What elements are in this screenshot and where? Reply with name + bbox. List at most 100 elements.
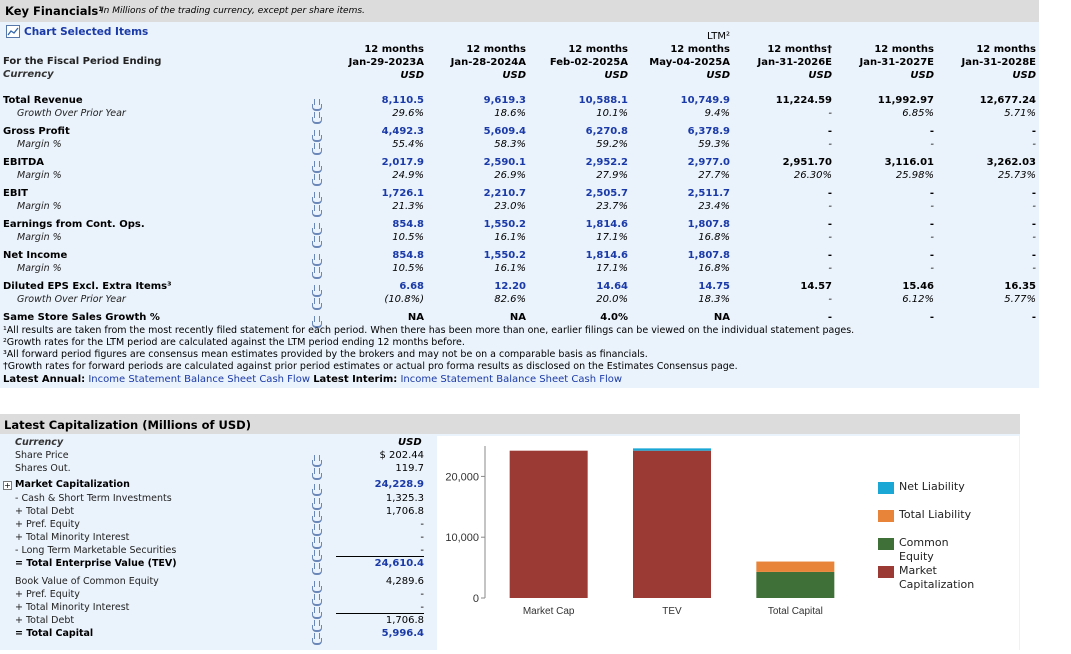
value-cell[interactable]: 2,977.0 [687, 157, 730, 168]
value-cell[interactable]: 2,210.7 [483, 188, 526, 199]
row-label: Total Revenue [3, 95, 83, 106]
download-icon[interactable] [311, 250, 322, 269]
download-icon[interactable] [311, 263, 322, 282]
interim-balance-sheet-link[interactable]: Balance Sheet [496, 374, 569, 385]
download-icon[interactable] [311, 494, 322, 513]
download-icon[interactable] [311, 108, 322, 127]
value-cell[interactable]: 6.68 [399, 281, 424, 292]
sub-value-cell: 27.9% [596, 170, 628, 181]
download-icon[interactable] [311, 157, 322, 176]
value-cell[interactable]: 2,590.1 [483, 157, 526, 168]
y-tick-label: 10,000 [445, 532, 479, 544]
download-icon[interactable] [311, 533, 322, 552]
capitalization-label: + Pref. Equity [15, 519, 80, 530]
value-cell[interactable]: 2,511.7 [687, 188, 730, 199]
capitalization-label: Shares Out. [15, 463, 71, 474]
sub-value-cell: 16.8% [698, 232, 730, 243]
sub-value-cell: 55.4% [392, 139, 424, 150]
download-icon[interactable] [311, 546, 322, 565]
download-icon[interactable] [311, 480, 322, 499]
capitalization-row: = Total Capital 5,996.4 [0, 628, 432, 645]
value-cell[interactable]: 854.8 [392, 250, 424, 261]
download-icon[interactable] [311, 188, 322, 207]
sub-value-cell: 25.73% [997, 170, 1036, 181]
download-icon[interactable] [311, 629, 322, 648]
download-icon[interactable] [311, 126, 322, 145]
annual-income-statement-link[interactable]: Income Statement [88, 374, 181, 385]
download-icon[interactable] [311, 559, 322, 578]
expand-icon[interactable]: + [3, 481, 12, 490]
download-icon[interactable] [311, 219, 322, 238]
value-cell[interactable]: 6,270.8 [585, 126, 628, 137]
value-cell[interactable]: 10,749.9 [680, 95, 730, 106]
chart-selected-items-button[interactable]: Chart Selected Items [6, 25, 148, 38]
y-tick-label: 20,000 [445, 471, 479, 483]
value-cell[interactable]: 8,110.5 [381, 95, 424, 106]
download-icon[interactable] [311, 312, 322, 331]
value-cell[interactable]: 1,726.1 [381, 188, 424, 199]
download-icon[interactable] [311, 616, 322, 635]
capitalization-row: - Long Term Marketable Securities - [0, 545, 432, 562]
financial-row: EBIT Margin % 1,726.1 2,210.7 2,505.7 2,511.7… [0, 187, 1039, 218]
value-cell[interactable]: 14.75 [698, 281, 730, 292]
value-cell[interactable]: 4,492.3 [381, 126, 424, 137]
capitalization-row: Book Value of Common Equity 4,289.6 [0, 576, 432, 593]
value-cell[interactable]: 6,378.9 [687, 126, 730, 137]
download-icon[interactable] [311, 170, 322, 189]
footnote-1: ¹All results are taken from the most rec… [3, 325, 855, 336]
value-cell[interactable]: 5,609.4 [483, 126, 526, 137]
download-icon[interactable] [311, 294, 322, 313]
financial-row: Total Revenue Growth Over Prior Year 8,110… [0, 94, 1039, 125]
annual-cash-flow-link[interactable]: Cash Flow [259, 374, 310, 385]
download-icon[interactable] [311, 520, 322, 539]
bar-segment [633, 450, 711, 598]
interim-income-statement-link[interactable]: Income Statement [400, 374, 494, 385]
sub-value-cell: 10.1% [596, 108, 628, 119]
value-cell[interactable]: 9,619.3 [483, 95, 526, 106]
chart-selected-items-label[interactable]: Chart Selected Items [24, 25, 149, 38]
value-cell[interactable]: 1,807.8 [687, 250, 730, 261]
sub-value-cell: 18.3% [698, 294, 730, 305]
download-icon[interactable] [311, 201, 322, 220]
download-icon[interactable] [311, 95, 322, 114]
value-cell[interactable]: 1,814.6 [585, 219, 628, 230]
download-icon[interactable] [311, 139, 322, 158]
value-cell[interactable]: 12.20 [494, 281, 526, 292]
value-cell[interactable]: 14.64 [596, 281, 628, 292]
interim-cash-flow-link[interactable]: Cash Flow [571, 374, 623, 385]
row-label: Diluted EPS Excl. Extra Items³ [3, 281, 172, 292]
sub-value-cell: 18.6% [494, 108, 526, 119]
download-icon[interactable] [311, 451, 322, 470]
sub-value-cell: - [828, 294, 832, 305]
column-header-currency: USD [1012, 70, 1036, 81]
value-cell: 14.57 [800, 281, 832, 292]
annual-balance-sheet-link[interactable]: Balance Sheet [184, 374, 257, 385]
column-header: 12 months Jan-31-2028E USD [941, 30, 1036, 82]
value-cell[interactable]: 2,505.7 [585, 188, 628, 199]
value-cell[interactable]: 1,814.6 [585, 250, 628, 261]
download-icon[interactable] [311, 577, 322, 596]
value-cell: - [827, 219, 832, 230]
download-icon[interactable] [311, 464, 322, 483]
bar-segment [633, 448, 711, 451]
value-cell[interactable]: 854.8 [392, 219, 424, 230]
download-icon[interactable] [311, 232, 322, 251]
value-cell[interactable]: 10,588.1 [578, 95, 628, 106]
download-icon[interactable] [311, 590, 322, 609]
download-icon[interactable] [311, 603, 322, 622]
key-financials-subtitle: In Millions of the trading currency, exc… [101, 6, 365, 16]
sub-value-cell: (10.8%) [384, 294, 424, 305]
sub-value-cell: 25.98% [895, 170, 934, 181]
value-cell: - [1031, 219, 1036, 230]
value-cell[interactable]: 1,550.2 [483, 219, 526, 230]
value-cell[interactable]: 2,017.9 [381, 157, 424, 168]
column-header: LTM² 12 months May-04-2025A USD [635, 30, 730, 82]
value-cell[interactable]: 2,952.2 [585, 157, 628, 168]
row-sub-label: Margin % [17, 232, 62, 243]
financial-row: Gross Profit Margin % 4,492.3 5,609.4 6,270.… [0, 125, 1039, 156]
download-icon[interactable] [311, 507, 322, 526]
value-cell[interactable]: 1,807.8 [687, 219, 730, 230]
download-icon[interactable] [311, 281, 322, 300]
value-cell: - [827, 188, 832, 199]
value-cell[interactable]: 1,550.2 [483, 250, 526, 261]
